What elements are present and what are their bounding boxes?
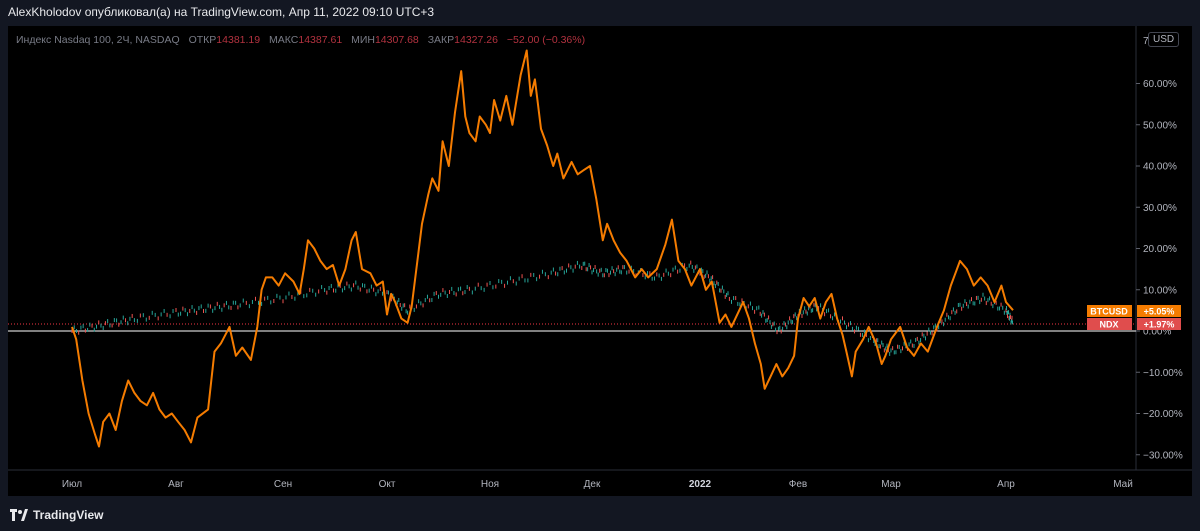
x-tick-label: Фев: [789, 479, 807, 490]
change-value: −52.00 (−0.36%): [506, 34, 586, 46]
x-tick-label: Дек: [584, 479, 601, 490]
chart-svg[interactable]: 60.00% 50.00% 40.00% 30.00% 20.00% 10.00% 0.00…: [0, 0, 1200, 500]
series-name-badge: [1087, 305, 1132, 317]
low-label: МИН: [351, 34, 375, 46]
y-tick-label: −10.00%: [1143, 368, 1183, 379]
ndx-last-badge: NDX +1.97%: [1087, 318, 1181, 330]
y-tick-label: 30.00%: [1143, 203, 1177, 214]
btcusd-last-badge: BTCUSD +5.05%: [1087, 305, 1181, 317]
brand-label: TradingView: [33, 508, 104, 522]
high-value: 14387.61: [298, 34, 343, 46]
close-label: ЗАКР: [427, 34, 455, 46]
chart-frame[interactable]: [8, 26, 1192, 496]
tradingview-brand[interactable]: TradingView: [10, 508, 103, 522]
currency-button[interactable]: USD: [1148, 32, 1180, 47]
high-label: МАКС: [269, 34, 299, 46]
y-tick-label-top: 7: [1143, 36, 1149, 47]
symbol-legend: Индекс Nasdaq 100, 2Ч, NASDAQ ОТКР14381.…: [16, 34, 585, 46]
x-tick-label: Ноя: [481, 479, 499, 490]
series-value-badge: [1137, 305, 1181, 317]
x-tick-label: Май: [1113, 479, 1133, 490]
series-value-badge: [1137, 318, 1181, 330]
x-tick-label: 2022: [689, 479, 712, 490]
series-value-text: +5.05%: [1144, 307, 1175, 317]
published-by-text: AlexKholodov опубликовал(а) на TradingVi…: [8, 5, 435, 19]
symbol-title: Индекс Nasdaq 100, 2Ч, NASDAQ: [16, 34, 180, 46]
y-tick-label: −20.00%: [1143, 409, 1183, 420]
series-name-text: BTCUSD: [1090, 307, 1128, 317]
series-value-text: +1.97%: [1144, 320, 1175, 330]
close-value: 14327.26: [454, 34, 498, 46]
ndx-series: [71, 260, 1014, 356]
y-tick-label: −30.00%: [1143, 450, 1183, 461]
x-tick-label: Авг: [168, 479, 184, 490]
low-value: 14307.68: [374, 34, 419, 46]
y-tick-label: 10.00%: [1143, 285, 1177, 296]
footer-bar: TradingView: [0, 500, 1200, 531]
x-tick-label: Июл: [62, 479, 82, 490]
y-tick-label: 40.00%: [1143, 162, 1177, 173]
series-name-badge: [1087, 318, 1132, 330]
x-tick-label: Сен: [274, 479, 292, 490]
series-name-text: NDX: [1099, 320, 1118, 330]
open-value: 14381.19: [216, 34, 261, 46]
x-tick-label: Окт: [379, 479, 396, 490]
btcusd-series-line: [71, 49, 1014, 448]
x-tick-label: Мар: [881, 479, 901, 490]
y-tick-label: 50.00%: [1143, 120, 1177, 131]
x-tick-label: Апр: [997, 479, 1015, 490]
y-tick-label: 20.00%: [1143, 244, 1177, 255]
tradingview-logo-icon: [10, 509, 28, 521]
y-tick-label: 0.00%: [1143, 327, 1171, 338]
open-label: ОТКР: [188, 34, 217, 46]
y-tick-label: 60.00%: [1143, 79, 1177, 90]
publish-bar: AlexKholodov опубликовал(а) на TradingVi…: [0, 0, 1200, 24]
